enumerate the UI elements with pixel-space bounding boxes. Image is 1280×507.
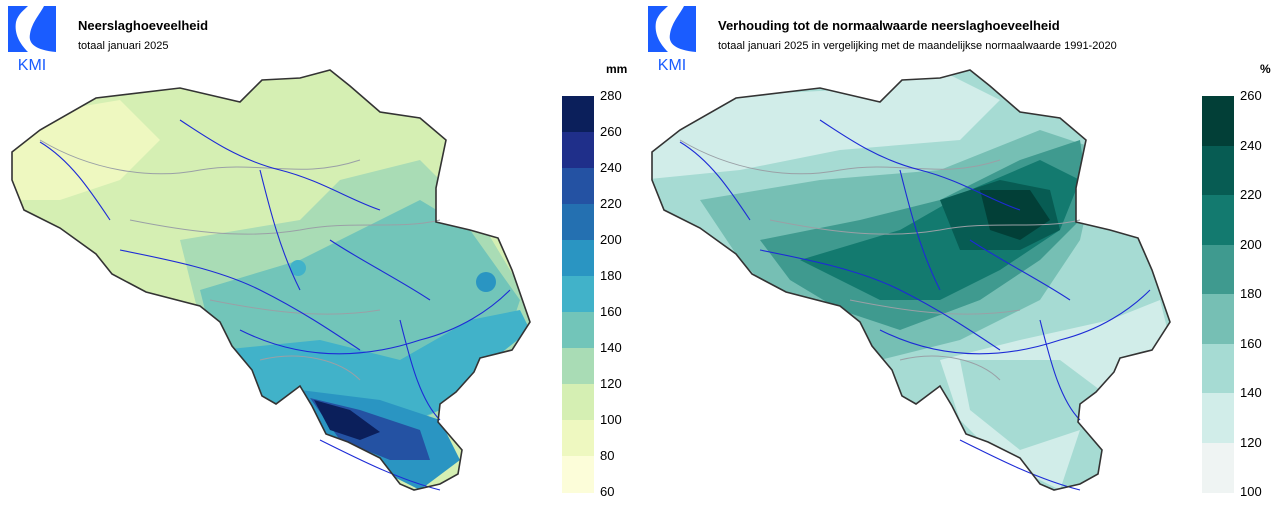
- legend-tick: 120: [1240, 434, 1262, 450]
- legend-tick: 140: [600, 340, 622, 355]
- kmi-logo: KMI: [8, 6, 56, 72]
- kmi-logo: KMI: [648, 6, 696, 72]
- legend-tick: 120: [600, 376, 622, 391]
- legend-tick: 160: [600, 304, 622, 319]
- logo-text: KMI: [658, 57, 686, 72]
- legend-tick: 200: [600, 232, 622, 247]
- legend-left: 280 260 240 220 200 180 160 140 120 100 80 60: [562, 88, 642, 499]
- legend-swatch: [1202, 442, 1234, 493]
- legend-swatch: [1202, 96, 1234, 146]
- legend-tick: 180: [1240, 286, 1262, 301]
- legend-swatch: [1202, 343, 1234, 394]
- legend-tick: 80: [600, 448, 615, 463]
- map-subtitle: totaal januari 2025: [78, 40, 169, 52]
- legend-swatch: [562, 132, 594, 169]
- legend-swatch: [562, 240, 594, 277]
- legend-tick: 260: [1240, 88, 1262, 103]
- logo-text: KMI: [18, 57, 46, 72]
- legend-tick: 220: [1240, 187, 1262, 202]
- ratio-map: [651, 69, 1171, 491]
- precipitation-map: [11, 69, 531, 491]
- legend-swatch: [562, 456, 594, 493]
- legend-tick: 180: [600, 268, 622, 283]
- left-panel: KMI Neerslaghoeveelheid totaal januari 2…: [8, 6, 642, 499]
- legend-swatch: [1202, 145, 1234, 196]
- right-panel: KMI Verhouding tot de normaalwaarde neer…: [640, 0, 1280, 507]
- legend-unit: %: [1260, 62, 1271, 76]
- legend-swatch: [1202, 294, 1234, 344]
- legend-tick: 100: [600, 412, 622, 427]
- legend-tick: 160: [1240, 335, 1262, 351]
- map-title: Verhouding tot de normaalwaarde neerslag…: [718, 18, 1060, 33]
- legend-swatch: [562, 96, 594, 133]
- legend-swatch: [1202, 195, 1234, 245]
- legend-swatch: [562, 348, 594, 385]
- legend-unit: mm: [606, 62, 628, 76]
- legend-swatch: [562, 168, 594, 205]
- legend-swatch: [562, 276, 594, 313]
- legend-tick: 240: [1240, 137, 1262, 153]
- legend-right: 260 240 220 200 180 160 140 120 100: [1202, 88, 1280, 499]
- legend-tick: 240: [600, 160, 622, 175]
- legend-swatch: [1202, 244, 1234, 295]
- legend-tick: 140: [1240, 385, 1262, 400]
- legend-swatch: [562, 312, 594, 349]
- legend-swatch: [562, 420, 594, 457]
- map-title: Neerslaghoeveelheid: [78, 18, 209, 33]
- legend-swatch: [562, 204, 594, 241]
- legend-tick: 60: [600, 484, 615, 499]
- legend-tick: 200: [1240, 236, 1262, 252]
- legend-tick: 280: [600, 88, 622, 103]
- legend-tick: 260: [600, 124, 622, 139]
- legend-tick: 100: [1240, 484, 1262, 499]
- legend-swatch: [562, 384, 594, 421]
- map-subtitle: totaal januari 2025 in vergelijking met …: [718, 40, 1117, 52]
- legend-tick: 220: [600, 196, 622, 211]
- legend-swatch: [1202, 393, 1234, 443]
